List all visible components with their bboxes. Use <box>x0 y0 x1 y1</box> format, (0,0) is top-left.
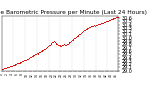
Title: Milwaukee Barometric Pressure per Minute (Last 24 Hours): Milwaukee Barometric Pressure per Minute… <box>0 10 147 15</box>
